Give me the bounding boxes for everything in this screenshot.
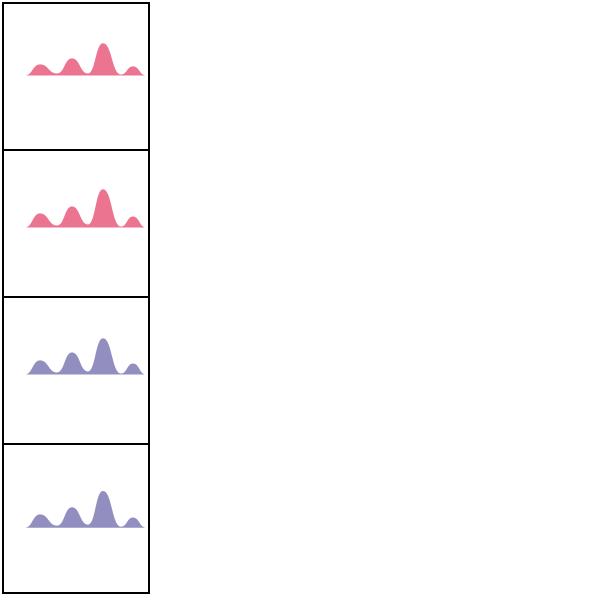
density-panel-1 bbox=[4, 4, 148, 151]
density-panel-4 bbox=[4, 445, 148, 592]
ridgeline-panel-column bbox=[2, 2, 150, 594]
kde-area-path bbox=[25, 43, 146, 76]
density-panel-3 bbox=[4, 298, 148, 445]
kde-area-path bbox=[25, 490, 146, 528]
kde-area-curve bbox=[25, 189, 146, 228]
kde-area-curve bbox=[25, 43, 146, 76]
kde-area-path bbox=[25, 338, 146, 375]
density-panel-2 bbox=[4, 151, 148, 298]
kde-area-path bbox=[25, 189, 146, 228]
kde-area-curve bbox=[25, 338, 146, 375]
kde-area-curve bbox=[25, 490, 146, 528]
